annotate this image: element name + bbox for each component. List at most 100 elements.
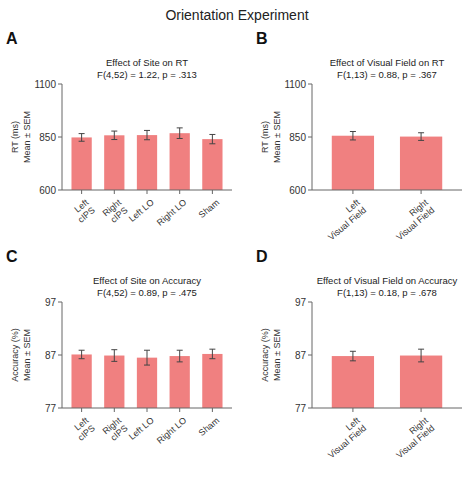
y-tick-label: 850 <box>39 132 56 143</box>
error-bar <box>418 349 424 362</box>
marks <box>71 349 222 408</box>
x-tick-label-group: RightcIPS <box>101 197 130 226</box>
x-tick <box>212 190 213 194</box>
x-tick-label-group: Right LO <box>155 197 189 227</box>
panel: DEffect of Visual Field on AccuracyF(1,1… <box>256 248 462 460</box>
error-bar <box>177 350 183 362</box>
panel-title: Effect of Visual Field on RT <box>330 57 445 68</box>
x-tick-label: Sham <box>197 197 221 220</box>
x-tick <box>81 190 82 194</box>
x-tick <box>352 190 353 194</box>
marks <box>332 131 442 190</box>
panel-subtitle: F(4,52) = 0.89, p = .475 <box>97 287 197 298</box>
panel-title: Effect of Visual Field on Accuracy <box>317 275 458 286</box>
y-tick-label: 97 <box>295 297 307 308</box>
panel-title: Effect of Site on Accuracy <box>93 275 201 286</box>
y-label: RT (ms)Mean ± SEM <box>10 111 32 163</box>
bar <box>71 137 91 190</box>
x-tick-label-group: RightVisual Field <box>388 415 437 460</box>
bar <box>332 136 374 190</box>
y-label: RT (ms)Mean ± SEM <box>260 111 282 163</box>
error-bar <box>111 131 117 139</box>
y-tick-label: 87 <box>45 350 57 361</box>
bar <box>332 356 374 408</box>
x-tick <box>114 190 115 194</box>
y-axis <box>62 302 63 408</box>
bar <box>170 133 190 190</box>
x-axis <box>312 408 462 409</box>
y-label: Accuracy (%)Mean ± SEM <box>260 328 282 382</box>
panel-letter: B <box>256 30 268 47</box>
x-tick-label: LeftcIPS <box>69 415 97 443</box>
y-tick <box>58 302 62 303</box>
error-bar <box>350 351 356 361</box>
x-tick-label: Right LO <box>155 197 189 227</box>
x-tick-label: LeftVisual Field <box>320 197 369 242</box>
x-tick <box>114 408 115 412</box>
x-tick-label-group: Left LO <box>127 197 156 224</box>
panel-subtitle: F(1,13) = 0.88, p = .367 <box>337 69 437 80</box>
y-tick <box>308 190 312 191</box>
error-bar <box>177 128 183 139</box>
error-bar <box>111 350 117 362</box>
y-tick <box>308 408 312 409</box>
marks <box>71 128 222 190</box>
x-tick-label: LeftVisual Field <box>320 415 369 460</box>
y-tick <box>308 302 312 303</box>
y-tick-label: 850 <box>289 132 306 143</box>
panel-title: Effect of Site on RT <box>106 57 188 68</box>
y-tick-label: 600 <box>289 185 306 196</box>
bar <box>400 137 442 190</box>
y-tick-label: 97 <box>45 297 57 308</box>
error-bar <box>144 350 150 365</box>
y-tick-label: 77 <box>295 403 307 414</box>
x-tick-label: Left LO <box>127 197 156 224</box>
panel: A Effect of Site on RTF(4,52) = 1.22, p =… <box>6 30 232 228</box>
x-tick-label-group: RightVisual Field <box>388 197 437 242</box>
y-tick-label: 1100 <box>34 79 56 90</box>
x-tick-label-group: LeftVisual Field <box>320 415 369 460</box>
panel-letter: A <box>6 30 18 47</box>
y-axis <box>312 302 313 408</box>
bar <box>400 356 442 408</box>
y-tick <box>308 355 312 356</box>
panel: B Effect of Visual Field on RTF(1,13) = 0… <box>256 30 462 242</box>
panel-subtitle: F(4,52) = 1.22, p = .313 <box>97 69 197 80</box>
x-tick-label: RightVisual Field <box>388 197 437 242</box>
y-label-group: Accuracy (%)Mean ± SEM <box>260 328 282 382</box>
bar <box>202 354 222 408</box>
x-tick-label-group: LeftcIPS <box>69 197 97 225</box>
panel: CEffect of Site on AccuracyF(4,52) = 0.8… <box>6 248 232 446</box>
y-tick-label: 77 <box>45 403 57 414</box>
y-tick-label: 87 <box>295 350 307 361</box>
y-label: Accuracy (%)Mean ± SEM <box>10 328 32 382</box>
error-bar <box>209 349 215 359</box>
x-tick-label: RightVisual Field <box>388 415 437 460</box>
y-label-group: RT (ms)Mean ± SEM <box>10 111 32 163</box>
panel-subtitle: F(1,13) = 0.18, p = .678 <box>337 287 437 298</box>
y-tick <box>58 355 62 356</box>
x-tick <box>179 408 180 412</box>
y-tick <box>58 84 62 85</box>
x-tick-label-group: Right LO <box>155 415 189 445</box>
x-tick-label-group: LeftVisual Field <box>320 197 369 242</box>
bar <box>170 356 190 408</box>
x-tick-label-group: Sham <box>197 415 221 438</box>
bar <box>104 356 124 408</box>
bar <box>71 354 91 408</box>
y-tick <box>58 190 62 191</box>
x-tick <box>352 408 353 412</box>
error-bar <box>79 134 85 142</box>
x-tick <box>147 190 148 194</box>
x-tick-label: Left LO <box>127 415 156 442</box>
bar <box>104 135 124 190</box>
bar <box>137 135 157 190</box>
x-tick <box>179 190 180 194</box>
x-tick-label-group: RightcIPS <box>101 415 130 444</box>
y-label-group: Accuracy (%)Mean ± SEM <box>10 328 32 382</box>
y-tick <box>308 84 312 85</box>
x-tick <box>147 408 148 412</box>
bar <box>202 139 222 190</box>
y-tick <box>58 408 62 409</box>
y-axis <box>312 84 313 190</box>
